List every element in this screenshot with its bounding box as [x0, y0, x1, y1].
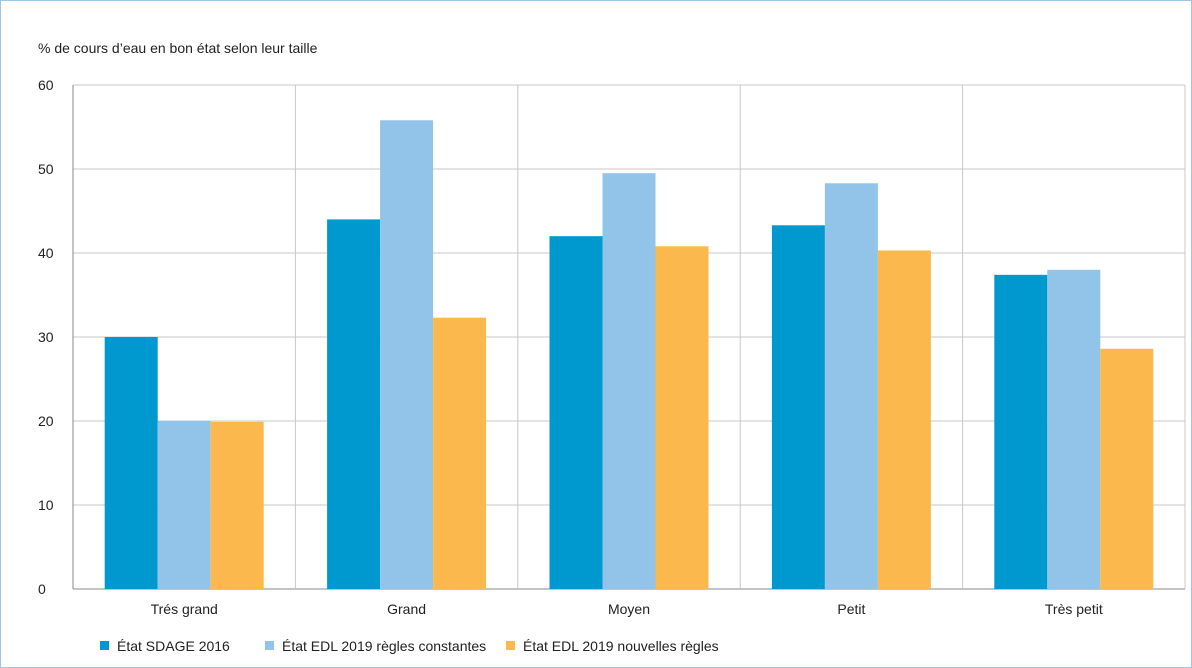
bars	[104, 120, 1154, 590]
bar	[1100, 348, 1154, 589]
legend-swatch	[506, 641, 515, 650]
legend-label: État EDL 2019 règles constantes	[282, 638, 486, 654]
legend-label: État SDAGE 2016	[117, 638, 230, 654]
y-tick-label: 50	[38, 161, 54, 177]
bar	[655, 246, 709, 589]
legend-swatch	[100, 641, 109, 650]
y-tick-label: 10	[38, 497, 54, 513]
bar	[602, 173, 656, 589]
y-tick-label: 0	[38, 581, 46, 597]
legend-label: État EDL 2019 nouvelles règles	[523, 638, 719, 654]
bar	[327, 219, 381, 589]
bar	[433, 317, 487, 589]
y-axis-label: % de cours d’eau en bon état selon leur …	[38, 40, 318, 56]
legend: État SDAGE 2016 État EDL 2019 règles cons…	[100, 638, 719, 654]
bar	[104, 337, 158, 589]
bar	[549, 236, 603, 589]
x-tick-label: Très petit	[1045, 601, 1103, 617]
bar	[877, 250, 931, 590]
x-tick-label: Grand	[387, 601, 426, 617]
bar	[157, 421, 211, 589]
bar	[1047, 269, 1101, 589]
y-tick-label: 60	[38, 77, 54, 93]
bar	[994, 274, 1048, 589]
bar	[771, 225, 825, 589]
legend-swatch	[265, 641, 274, 650]
axes: 0 10 20 30 40 50 60 Trés grand Grand Moyen Petit Tr…	[38, 77, 1103, 617]
x-tick-label: Moyen	[608, 601, 650, 617]
bar	[380, 120, 434, 589]
bar	[824, 183, 878, 589]
x-tick-label: Petit	[837, 601, 865, 617]
bar	[210, 421, 264, 589]
y-tick-label: 20	[38, 413, 54, 429]
y-tick-label: 30	[38, 329, 54, 345]
x-tick-label: Trés grand	[151, 601, 218, 617]
y-tick-label: 40	[38, 245, 54, 261]
